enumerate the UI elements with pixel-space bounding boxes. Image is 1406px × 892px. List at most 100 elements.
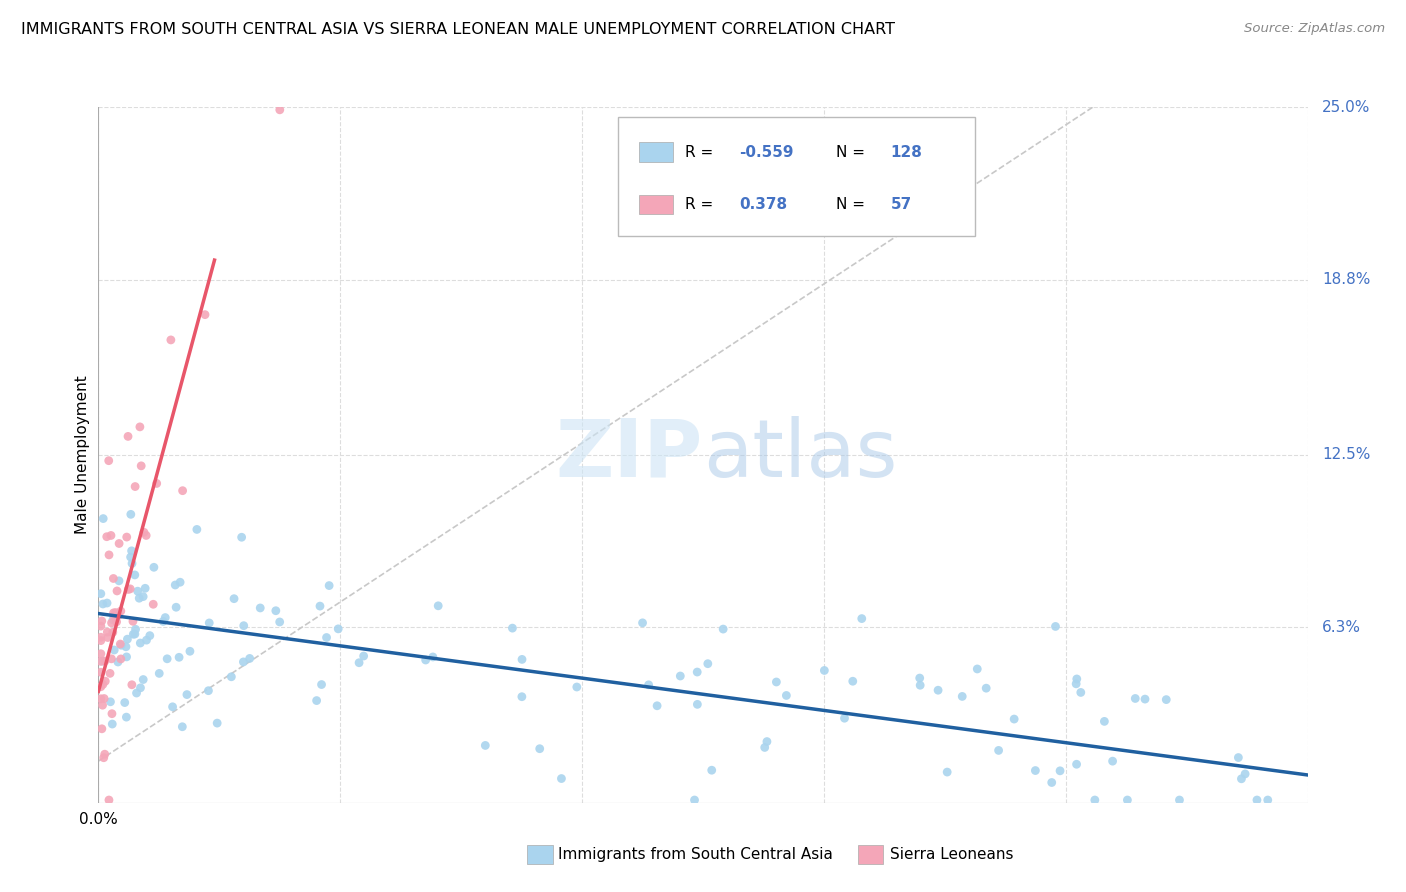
Point — [103, 572, 125, 586]
Point — [94, 654, 117, 668]
Point — [1123, 691, 1146, 706]
Point — [98, 548, 121, 562]
Point — [97, 631, 120, 645]
Point — [124, 622, 146, 636]
Text: Source: ZipAtlas.com: Source: ZipAtlas.com — [1244, 22, 1385, 36]
Point — [637, 678, 659, 692]
Point — [91, 654, 114, 668]
Point — [121, 557, 143, 571]
Point — [152, 615, 174, 629]
Point — [103, 643, 125, 657]
Point — [169, 575, 191, 590]
Point — [927, 683, 949, 698]
Point — [1064, 677, 1087, 691]
Point — [1070, 685, 1092, 699]
Point — [415, 653, 437, 667]
Point — [90, 654, 112, 668]
Point — [765, 675, 787, 690]
Point — [108, 574, 131, 588]
Point — [135, 528, 157, 542]
Point — [100, 695, 122, 709]
Point — [172, 720, 194, 734]
Point — [91, 511, 114, 525]
Point — [135, 633, 157, 648]
Text: Immigrants from South Central Asia: Immigrants from South Central Asia — [558, 847, 834, 862]
Point — [474, 739, 496, 753]
Text: 6.3%: 6.3% — [1322, 620, 1361, 635]
Text: 0.0%: 0.0% — [79, 812, 118, 827]
Text: atlas: atlas — [703, 416, 897, 494]
Point — [90, 619, 112, 633]
Point — [134, 582, 156, 596]
Point — [93, 750, 115, 764]
Point — [142, 597, 165, 611]
Point — [120, 582, 142, 596]
Point — [427, 599, 450, 613]
Point — [148, 666, 170, 681]
Text: 128: 128 — [890, 145, 922, 160]
Point — [96, 625, 118, 640]
Point — [91, 597, 114, 611]
Point — [101, 717, 124, 731]
Point — [315, 631, 337, 645]
Point — [1092, 714, 1115, 729]
Point — [1168, 793, 1191, 807]
Point — [105, 583, 128, 598]
Y-axis label: Male Unemployment: Male Unemployment — [75, 376, 90, 534]
Point — [1246, 793, 1268, 807]
Point — [100, 652, 122, 666]
Point — [851, 611, 873, 625]
FancyBboxPatch shape — [619, 118, 976, 235]
Point — [107, 608, 129, 623]
Point — [101, 625, 124, 640]
Point — [94, 674, 117, 689]
Point — [264, 604, 287, 618]
Point — [565, 680, 588, 694]
Point — [91, 698, 114, 713]
Point — [328, 622, 350, 636]
Point — [987, 743, 1010, 757]
Point — [129, 681, 152, 695]
Point — [1116, 793, 1139, 807]
Point — [775, 689, 797, 703]
Point — [550, 772, 572, 786]
Point — [167, 650, 190, 665]
Point — [93, 747, 115, 762]
Point — [176, 688, 198, 702]
Point — [129, 636, 152, 650]
Point — [755, 734, 778, 748]
Point — [908, 671, 931, 685]
Point — [1230, 772, 1253, 786]
Point — [96, 530, 118, 544]
Point — [205, 716, 228, 731]
Point — [529, 741, 551, 756]
Point — [686, 698, 709, 712]
Point — [125, 686, 148, 700]
Point — [1234, 767, 1257, 781]
Point — [950, 690, 973, 704]
Point — [96, 596, 118, 610]
Text: 12.5%: 12.5% — [1322, 448, 1371, 462]
Text: Sierra Leoneans: Sierra Leoneans — [890, 847, 1014, 862]
Point — [711, 622, 734, 636]
Point — [908, 678, 931, 692]
Point — [1024, 764, 1046, 778]
Point — [91, 677, 114, 691]
Point — [222, 591, 245, 606]
Point — [696, 657, 718, 671]
Point — [1002, 712, 1025, 726]
Point — [269, 615, 291, 629]
Point — [101, 706, 124, 721]
Point — [422, 649, 444, 664]
FancyBboxPatch shape — [638, 143, 672, 161]
Point — [103, 606, 125, 620]
Point — [1257, 793, 1279, 807]
Point — [132, 673, 155, 687]
Point — [974, 681, 997, 695]
Point — [813, 664, 835, 678]
Point — [309, 599, 332, 613]
Point — [1084, 793, 1107, 807]
Point — [105, 607, 128, 622]
Point — [1154, 692, 1177, 706]
Point — [966, 662, 988, 676]
